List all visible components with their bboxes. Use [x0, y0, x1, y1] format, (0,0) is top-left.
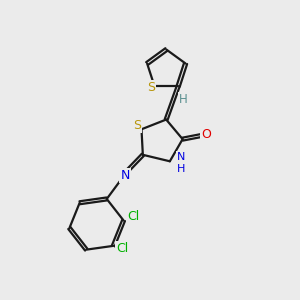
- Text: S: S: [133, 119, 141, 132]
- Text: N: N: [120, 169, 130, 182]
- Text: N
H: N H: [177, 152, 185, 174]
- Text: S: S: [148, 81, 155, 94]
- Text: Cl: Cl: [127, 210, 139, 224]
- Text: Cl: Cl: [116, 242, 128, 255]
- Text: H: H: [179, 93, 188, 106]
- Text: O: O: [201, 128, 211, 141]
